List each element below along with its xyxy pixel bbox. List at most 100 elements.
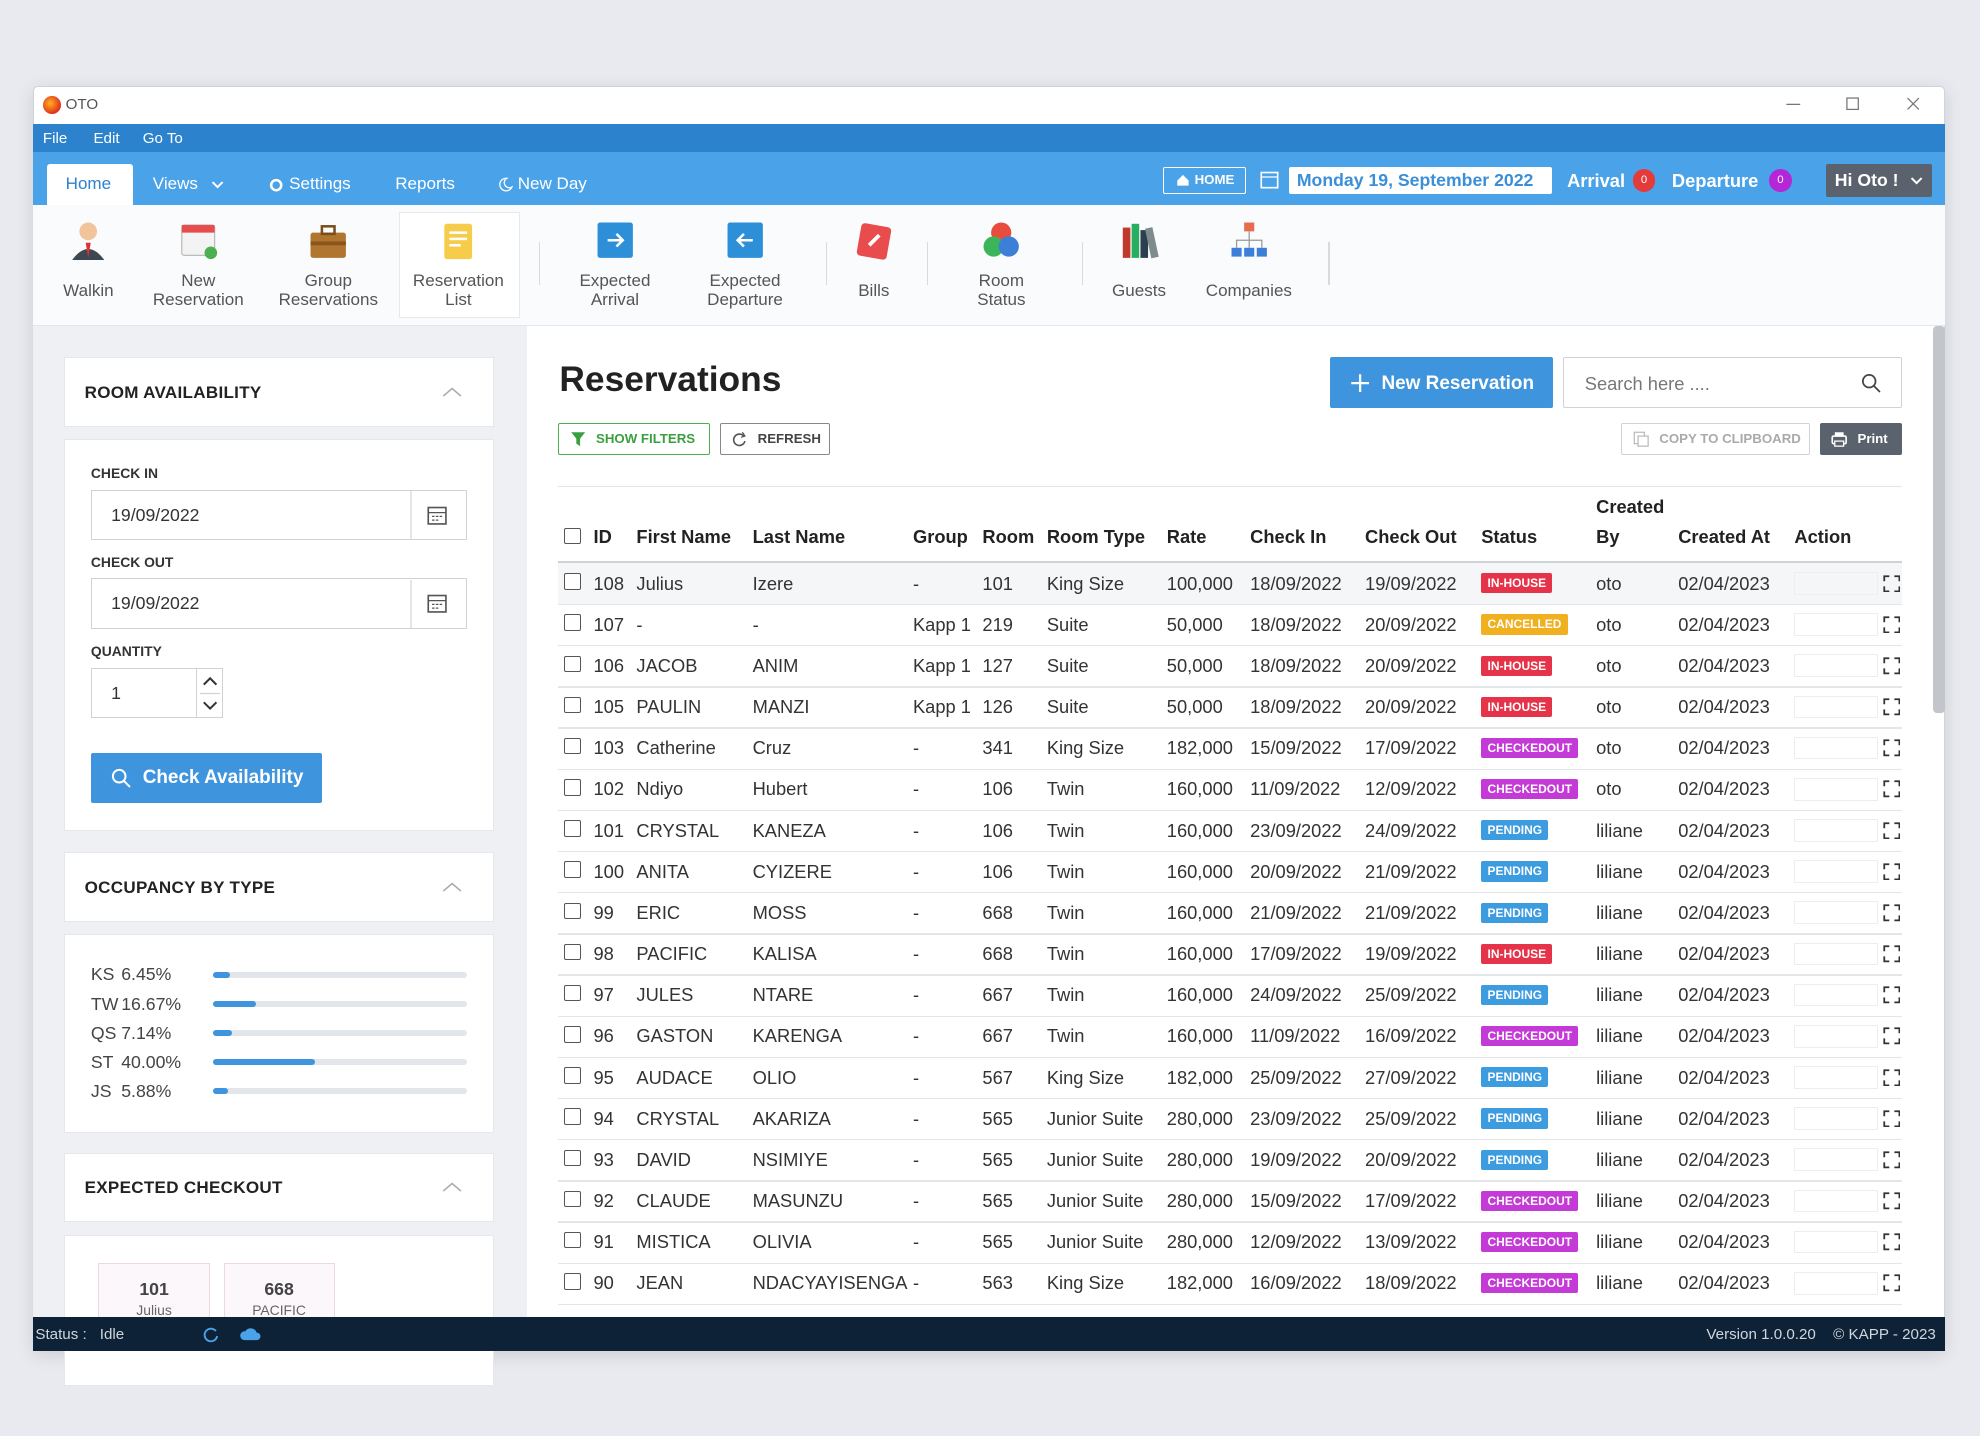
spinner[interactable] (195, 667, 224, 719)
checkbox[interactable] (564, 527, 581, 545)
cell: 02/04/2023 (1678, 1107, 1770, 1129)
action-field[interactable] (1794, 1066, 1878, 1089)
ribbon-button[interactable]: Room Status (977, 270, 1026, 310)
cell: 160,000 (1166, 860, 1233, 882)
cell: 127 (982, 654, 1013, 676)
checkbox[interactable] (564, 655, 581, 673)
ribbon-button[interactable]: Walkin (63, 280, 114, 300)
action-field[interactable] (1794, 1230, 1878, 1254)
checkbox[interactable] (564, 820, 581, 837)
action-field[interactable] (1794, 695, 1878, 719)
checkbox[interactable] (564, 614, 581, 631)
toolbar-button[interactable] (1621, 423, 1810, 455)
cell: 668 (982, 943, 1013, 965)
cell: 341 (982, 737, 1013, 759)
home-button[interactable] (1162, 166, 1247, 195)
cell: - (912, 943, 920, 965)
tab[interactable]: Home (65, 174, 112, 194)
status-badge: CHECKEDOUT (1481, 779, 1579, 800)
checkout-guest: Julius (136, 1302, 172, 1319)
action-field[interactable] (1794, 736, 1878, 760)
cell: 11/09/2022 (1250, 778, 1341, 800)
status-badge: PENDING (1481, 902, 1549, 923)
ribbon-button[interactable]: New Reservation (152, 270, 244, 310)
search-box[interactable] (1563, 357, 1902, 408)
action-field[interactable] (1794, 860, 1878, 883)
cell: 50,000 (1166, 654, 1223, 676)
status-badge: CHECKEDOUT (1481, 1026, 1579, 1047)
departure-label[interactable]: Departure (1671, 169, 1759, 191)
action-field[interactable] (1794, 1148, 1878, 1172)
cell: GASTON (636, 1025, 714, 1047)
checkbox[interactable] (564, 943, 581, 961)
date-input[interactable] (90, 489, 468, 541)
checkbox[interactable] (564, 1067, 581, 1084)
action-field[interactable] (1794, 1189, 1878, 1213)
arrival-label[interactable]: Arrival (1567, 169, 1626, 191)
row-rule (558, 933, 1902, 935)
checkbox[interactable] (564, 1108, 581, 1125)
checkbox[interactable] (564, 737, 581, 755)
column-header: Room (982, 525, 1035, 547)
checkbox[interactable] (564, 1231, 581, 1249)
row-rule (558, 809, 1902, 812)
cell: 21/09/2022 (1365, 901, 1457, 923)
cell: 97 (593, 984, 614, 1006)
checkout-card[interactable] (98, 1262, 210, 1326)
checkbox[interactable] (564, 984, 581, 1002)
cell: 95 (593, 1066, 614, 1088)
action-field[interactable] (1794, 983, 1878, 1007)
ribbon-button[interactable]: Guests (1112, 280, 1166, 300)
cell: King Size (1046, 572, 1125, 594)
occupancy-percent: 7.14% (121, 1022, 172, 1043)
row-rule (558, 1262, 1902, 1264)
checkbox[interactable] (564, 861, 581, 878)
action-field[interactable] (1794, 654, 1878, 678)
ribbon-button[interactable]: Reservation List (412, 270, 504, 310)
toolbar-button[interactable] (719, 423, 830, 455)
checkbox[interactable] (564, 1273, 581, 1290)
tab[interactable]: Settings (289, 174, 351, 194)
ribbon-button[interactable]: Expected Departure (707, 270, 783, 310)
cell: liliane (1596, 1066, 1643, 1088)
checkbox[interactable] (564, 696, 581, 714)
button-label: Print (1857, 431, 1888, 447)
tab[interactable]: Views (152, 174, 198, 194)
action-field[interactable] (1794, 1271, 1878, 1295)
tab[interactable]: Reports (395, 174, 455, 194)
menu-item[interactable]: Go To (142, 130, 183, 148)
ribbon-button[interactable]: Group Reservations (278, 270, 379, 310)
ribbon-button[interactable]: Bills (858, 280, 890, 300)
action-field[interactable] (1794, 613, 1878, 636)
ribbon-button[interactable]: Companies (1205, 280, 1292, 300)
home-label: HOME (1194, 172, 1235, 188)
action-field[interactable] (1794, 1024, 1878, 1048)
cell: Twin (1046, 901, 1085, 923)
toolbar-button[interactable] (1819, 423, 1902, 455)
checkbox[interactable] (564, 1149, 581, 1167)
menu-item[interactable]: Edit (93, 130, 120, 148)
menu-item[interactable]: File (42, 130, 68, 148)
action-field[interactable] (1794, 942, 1878, 966)
action-field[interactable] (1794, 901, 1878, 925)
ribbon-button[interactable]: Expected Arrival (579, 270, 651, 310)
action-field[interactable] (1794, 819, 1878, 842)
date-input[interactable] (90, 578, 468, 629)
checkbox[interactable] (564, 573, 581, 590)
action-field[interactable] (1794, 777, 1878, 801)
checkbox[interactable] (564, 902, 581, 920)
check-availability-button[interactable] (90, 752, 322, 804)
checkbox[interactable] (564, 1190, 581, 1208)
action-field[interactable] (1794, 572, 1878, 595)
cell: oto (1596, 696, 1622, 718)
action-field[interactable] (1794, 1107, 1878, 1130)
ribbon (32, 204, 1945, 326)
ribbon-separator (926, 242, 929, 286)
scrollbar-thumb[interactable] (1933, 325, 1945, 714)
checkbox[interactable] (564, 779, 581, 796)
checkbox[interactable] (564, 1026, 581, 1043)
tab[interactable]: New Day (517, 174, 587, 194)
toolbar-button[interactable] (558, 423, 710, 455)
occupancy-percent: 16.67% (121, 993, 182, 1014)
occupancy-track (213, 971, 468, 978)
